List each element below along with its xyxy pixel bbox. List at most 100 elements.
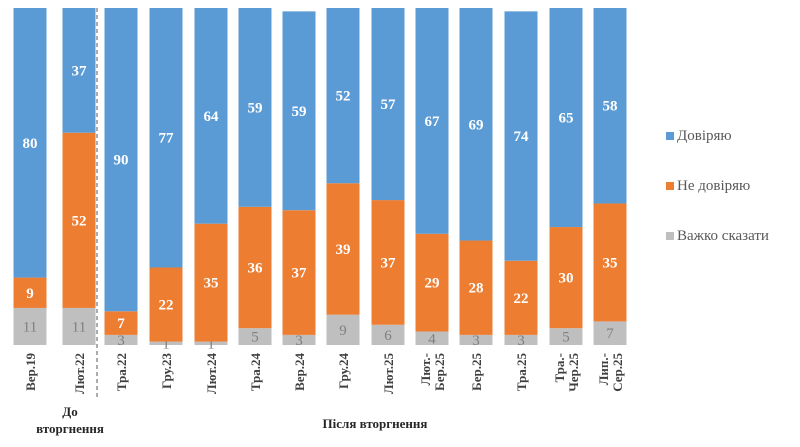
data-label: 37 bbox=[72, 63, 88, 79]
bar-segment-distrust bbox=[62, 132, 96, 308]
category-label-line: Лют.- bbox=[418, 353, 433, 385]
data-label: 90 bbox=[114, 153, 129, 169]
category-label-line: Лип.- bbox=[596, 353, 611, 385]
bar-segment-trust bbox=[62, 8, 96, 133]
category-label-line: Тра.24 bbox=[248, 353, 263, 392]
data-label: 64 bbox=[204, 109, 220, 125]
bar-segment-distrust bbox=[104, 311, 138, 335]
data-label: 22 bbox=[159, 298, 174, 314]
bar-segment-distrust bbox=[13, 277, 47, 308]
data-label: 3 bbox=[517, 333, 525, 349]
category-label-line: Вер.19 bbox=[23, 353, 38, 391]
category-label: Бер.25 bbox=[469, 353, 484, 391]
bar-segment-trust bbox=[549, 8, 583, 228]
bar-segment-trust bbox=[194, 8, 228, 224]
bar-segment-unsure bbox=[504, 334, 538, 345]
data-label: 1 bbox=[162, 336, 170, 352]
data-label: 39 bbox=[336, 242, 351, 258]
data-label: 37 bbox=[292, 266, 308, 282]
bar-segment-trust bbox=[104, 8, 138, 312]
bar-segment-distrust bbox=[593, 203, 627, 322]
category-label: Лип.- Сер.25 bbox=[596, 353, 625, 392]
legend-swatch bbox=[666, 232, 674, 240]
data-label: 65 bbox=[559, 111, 574, 127]
legend-label: Важко сказати bbox=[677, 228, 769, 244]
legend-label: Не довіряю bbox=[677, 178, 750, 194]
category-label-line: Сер.25 bbox=[610, 353, 625, 392]
category-label-line: Тра.25 bbox=[514, 353, 529, 392]
category-label: Лют.- Бер.25 bbox=[418, 353, 447, 391]
data-label: 69 bbox=[469, 117, 484, 133]
data-label: 59 bbox=[292, 104, 307, 120]
category-label-line: Лют.25 bbox=[381, 353, 396, 395]
bar-segment-unsure bbox=[238, 328, 272, 345]
bar-segment-unsure bbox=[282, 334, 316, 345]
bar-segment-trust bbox=[371, 8, 405, 201]
data-label: 36 bbox=[248, 260, 264, 276]
bar-segment-trust bbox=[593, 8, 627, 204]
bar-segment-unsure bbox=[415, 331, 449, 345]
bar-segment-unsure bbox=[459, 334, 493, 345]
bar-segment-trust bbox=[282, 11, 316, 211]
bar-segment-unsure bbox=[549, 328, 583, 345]
category-label-line: Гру.23 bbox=[159, 353, 174, 389]
category-label-line: Бер.25 bbox=[432, 353, 447, 391]
bar-segment-distrust bbox=[238, 206, 272, 329]
bar-segment-unsure bbox=[326, 314, 360, 345]
category-label: Лют.24 bbox=[204, 353, 219, 395]
data-label: 58 bbox=[603, 99, 618, 115]
bar-segment-trust bbox=[326, 8, 360, 184]
legend-swatch bbox=[666, 132, 674, 140]
data-label: 37 bbox=[381, 255, 397, 271]
group-label-before: До bbox=[62, 404, 77, 419]
bar-segment-distrust bbox=[371, 200, 405, 325]
group-label-before: вторгнення bbox=[36, 421, 104, 436]
data-label: 7 bbox=[117, 316, 125, 332]
bar-segment-distrust bbox=[504, 260, 538, 335]
data-label: 52 bbox=[336, 89, 351, 105]
bar-segment-trust bbox=[149, 8, 183, 268]
bar-segment-distrust bbox=[415, 233, 449, 332]
group-label-after: Після вторгнення bbox=[323, 416, 428, 431]
data-label: 28 bbox=[469, 281, 484, 297]
bar-segment-distrust bbox=[149, 267, 183, 342]
category-label-line: Чер.25 bbox=[566, 353, 581, 392]
bar-segment-distrust bbox=[194, 223, 228, 342]
category-label: Гру.24 bbox=[336, 353, 351, 389]
bar-segment-unsure bbox=[149, 341, 183, 345]
data-label: 3 bbox=[117, 333, 125, 349]
data-label: 35 bbox=[603, 255, 618, 271]
legend-label: Довіряю bbox=[677, 128, 732, 144]
data-label: 80 bbox=[23, 136, 38, 152]
legend-swatch bbox=[666, 182, 674, 190]
data-label: 6 bbox=[384, 328, 392, 344]
data-label: 3 bbox=[472, 333, 480, 349]
category-label-line: Вер.24 bbox=[292, 353, 307, 391]
data-label: 11 bbox=[72, 319, 86, 335]
data-label: 22 bbox=[514, 291, 529, 307]
bar-segment-unsure bbox=[104, 334, 138, 345]
data-label: 52 bbox=[72, 213, 87, 229]
bar-segment-trust bbox=[415, 8, 449, 234]
category-label: Тра.25 bbox=[514, 353, 529, 392]
data-label: 77 bbox=[159, 131, 175, 147]
data-label: 67 bbox=[425, 114, 441, 130]
data-label: 9 bbox=[339, 323, 347, 339]
data-label: 9 bbox=[26, 286, 34, 302]
bar-segment-distrust bbox=[326, 183, 360, 315]
bar-segment-trust bbox=[504, 11, 538, 261]
data-label: 29 bbox=[425, 276, 440, 292]
bar-segment-unsure bbox=[62, 307, 96, 345]
bar-segment-trust bbox=[238, 8, 272, 207]
bar-segment-unsure bbox=[13, 307, 47, 345]
data-label: 57 bbox=[381, 97, 397, 113]
data-label: 11 bbox=[23, 319, 37, 335]
bar-segment-distrust bbox=[282, 210, 316, 335]
data-label: 4 bbox=[428, 331, 436, 347]
data-label: 74 bbox=[514, 129, 530, 145]
category-label: Тра.- Чер.25 bbox=[552, 353, 581, 392]
data-label: 5 bbox=[251, 330, 259, 346]
data-label: 35 bbox=[204, 276, 219, 292]
data-label: 30 bbox=[559, 271, 574, 287]
